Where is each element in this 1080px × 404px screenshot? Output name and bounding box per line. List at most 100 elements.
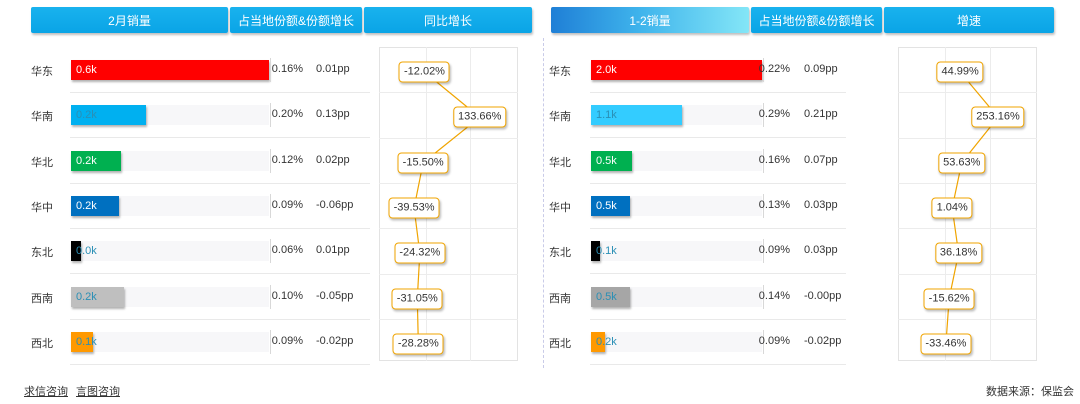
growth-data-label: -28.28%	[392, 333, 444, 355]
share-change-value: 0.09pp	[804, 63, 838, 75]
growth-data-label: -31.05%	[391, 288, 443, 309]
share-value: 0.16%	[758, 153, 790, 166]
sales-value-label: 0.2k	[76, 154, 97, 167]
share-value: 0.06%	[271, 244, 303, 257]
sales-bar	[71, 241, 81, 262]
data-source: 数据来源：保监会	[986, 386, 1074, 398]
region-label: 华南	[549, 111, 571, 124]
header-right-growth: 增速	[884, 7, 1054, 33]
row-divider	[70, 182, 370, 184]
bar-track	[71, 331, 269, 352]
row-divider	[590, 137, 846, 139]
share-value: 0.10%	[271, 289, 303, 302]
row-divider	[590, 92, 846, 93]
growth-data-label: 53.63%	[938, 152, 986, 174]
link-yantu[interactable]: 言图咨询	[76, 386, 120, 398]
share-separator	[270, 103, 271, 128]
growth-data-label: -12.02%	[398, 61, 450, 83]
bar-track	[591, 195, 762, 216]
growth-data-label: 36.18%	[934, 242, 983, 264]
share-separator	[763, 148, 764, 173]
region-label: 西北	[549, 337, 571, 350]
panel-divider	[543, 38, 544, 368]
growth-gridline-vertical	[470, 47, 471, 361]
header-right-sales: 1-2销量	[551, 7, 749, 33]
share-value: 0.22%	[758, 63, 790, 75]
sales-value-label: 0.5k	[596, 154, 617, 167]
sales-bar	[71, 105, 147, 126]
share-separator	[763, 103, 764, 128]
growth-data-label: -33.46%	[920, 333, 972, 355]
growth-gridline-horizontal	[379, 137, 518, 139]
region-label: 华东	[31, 66, 53, 78]
sales-bar	[591, 150, 633, 171]
growth-data-label: -39.53%	[388, 197, 440, 219]
row-divider	[70, 137, 370, 139]
share-separator	[270, 58, 271, 82]
region-label: 西北	[31, 337, 53, 350]
region-label: 西南	[549, 292, 571, 305]
header-right-share: 占当地份额&份额增长	[751, 7, 882, 33]
row-divider	[590, 227, 846, 229]
share-change-value: 0.02pp	[316, 153, 350, 166]
growth-data-label: -15.62%	[923, 288, 975, 309]
row-divider	[590, 182, 846, 184]
share-value: 0.09%	[758, 334, 790, 347]
sales-bar	[71, 331, 93, 352]
share-change-value: -0.02pp	[316, 334, 354, 347]
sales-bar	[71, 286, 125, 307]
share-separator	[270, 148, 271, 173]
growth-gridline-horizontal	[898, 182, 1037, 184]
share-value: 0.12%	[271, 153, 303, 166]
growth-data-label: -24.32%	[394, 242, 446, 264]
share-change-value: 0.03pp	[804, 198, 838, 211]
row-divider	[590, 318, 846, 320]
region-label: 西南	[31, 292, 53, 305]
sales-value-label: 0.2k	[76, 199, 97, 212]
growth-gridline-horizontal	[379, 318, 518, 320]
bar-track	[71, 195, 269, 216]
sales-value-label: 0.2k	[76, 290, 97, 303]
sales-value-label: 2.0k	[596, 64, 617, 76]
share-change-value: 0.03pp	[804, 244, 838, 257]
share-separator	[763, 329, 764, 354]
growth-gridline-horizontal	[379, 92, 518, 94]
sales-value-label: 1.1k	[596, 109, 617, 122]
sales-bar	[591, 60, 762, 80]
share-separator	[763, 239, 764, 264]
sales-bar	[591, 241, 600, 262]
row-divider	[70, 273, 370, 275]
header-left-sales: 2月销量	[31, 7, 228, 33]
share-value: 0.29%	[758, 108, 790, 121]
sales-bar	[591, 105, 682, 126]
growth-gridline-vertical	[990, 47, 991, 361]
share-value: 0.16%	[271, 63, 303, 75]
share-separator	[270, 193, 271, 218]
sales-value-label: 0.1k	[76, 335, 97, 348]
sales-bar	[591, 195, 631, 216]
growth-gridline-horizontal	[898, 137, 1037, 139]
sales-value-label: 0.2k	[76, 109, 97, 122]
row-divider	[590, 273, 846, 275]
sales-value-label: 0.6k	[76, 64, 97, 76]
row-divider	[590, 363, 846, 365]
region-label: 华北	[31, 156, 53, 169]
growth-data-label: 133.66%	[452, 106, 507, 128]
bar-track	[71, 150, 269, 171]
growth-data-label: 253.16%	[971, 106, 1025, 128]
sales-bar	[71, 195, 119, 216]
row-divider	[70, 318, 370, 320]
growth-gridline-horizontal	[898, 92, 1037, 94]
link-qiuxin[interactable]: 求信咨询	[24, 386, 68, 398]
share-value: 0.09%	[271, 198, 303, 211]
bar-track	[591, 286, 762, 307]
sales-value-label: 0.0k	[76, 245, 97, 258]
share-separator	[270, 239, 271, 264]
share-change-value: 0.07pp	[804, 153, 838, 166]
sales-bar	[71, 150, 121, 171]
growth-gridline-horizontal	[898, 228, 1037, 230]
bar-track	[591, 150, 762, 171]
row-divider	[70, 227, 370, 229]
growth-gridline-horizontal	[898, 273, 1037, 275]
